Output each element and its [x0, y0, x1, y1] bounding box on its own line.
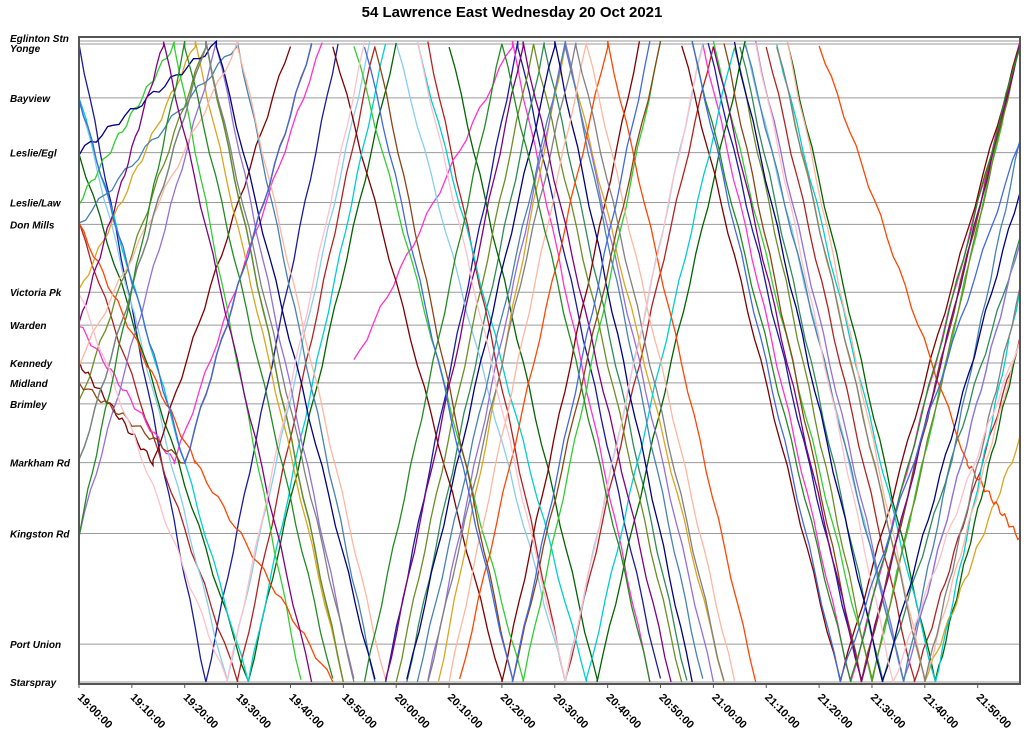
vehicle-trace — [78, 42, 366, 683]
stop-label: Yonge — [10, 44, 41, 55]
vehicle-trace — [78, 39, 376, 680]
vehicle-trace — [755, 40, 1021, 683]
vehicle-trace — [776, 47, 1021, 683]
vehicle-trace — [353, 41, 662, 683]
x-tick-label: 19:30:00 — [233, 692, 273, 732]
vehicle-trace — [395, 43, 683, 683]
stop-label: Kennedy — [10, 359, 53, 370]
vehicle-trace — [776, 46, 1021, 683]
stop-label: Victoria Pk — [10, 288, 62, 299]
vehicle-trace — [448, 40, 746, 683]
x-tick-label: 19:40:00 — [286, 692, 326, 732]
x-tick-label: 20:40:00 — [604, 692, 644, 732]
stop-label: Bayview — [10, 94, 51, 105]
stop-label: Kingston Rd — [10, 529, 70, 540]
x-tick-label: 21:50:00 — [974, 692, 1014, 732]
stop-label: Port Union — [10, 640, 61, 651]
x-tick-labels: 19:00:00 19:10:00 19:20:00 19:30:00 19:40:00… — [75, 684, 1013, 731]
vehicle-trace — [332, 41, 641, 683]
vehicle-trace — [691, 40, 1021, 683]
stop-label: Don Mills — [10, 220, 55, 231]
vehicle-trace — [78, 46, 292, 468]
vehicle-trace — [78, 42, 313, 464]
x-tick-label: 19:10:00 — [128, 692, 168, 732]
stop-label: Warden — [10, 321, 47, 332]
vehicle-trace — [363, 40, 651, 683]
vehicle-trace — [78, 40, 334, 679]
vehicle-trace — [78, 40, 387, 680]
vehicle-trace — [78, 41, 313, 683]
vehicle-trace — [384, 41, 672, 683]
vehicle-trace — [78, 46, 376, 683]
vehicle-trace — [458, 40, 757, 683]
vehicle-trace — [691, 42, 1021, 683]
stop-label: Eglinton Stn — [10, 34, 69, 45]
x-tick-label: 19:00:00 — [75, 692, 115, 732]
vehicle-trace — [712, 40, 1021, 683]
vehicle-trace — [78, 40, 355, 683]
vehicle-trace — [818, 45, 1021, 541]
vehicle-trace — [733, 41, 1021, 683]
stop-label: Leslie/Egl — [10, 149, 57, 160]
x-tick-label: 21:00:00 — [709, 692, 749, 732]
vehicle-trace — [78, 41, 302, 680]
vehicle-trace — [416, 40, 704, 683]
vehicle-trace — [744, 44, 1021, 683]
vehicle-trace — [78, 43, 339, 683]
vehicle-trace — [78, 222, 334, 683]
vehicle-trace — [78, 42, 323, 465]
vehicle-trace — [78, 40, 371, 683]
vehicle-trace — [416, 40, 736, 683]
stop-label: Markham Rd — [10, 459, 71, 470]
x-tick-label: 21:10:00 — [762, 692, 802, 732]
stop-label: Brimley — [10, 400, 47, 411]
series-lines — [78, 39, 1021, 683]
vehicle-trace — [427, 42, 725, 683]
vehicle-trace — [712, 41, 1021, 683]
vehicle-trace — [406, 41, 693, 683]
vehicle-trace — [78, 40, 344, 683]
stop-label: Leslie/Law — [10, 198, 62, 209]
vehicle-trace — [755, 43, 1021, 683]
vehicle-trace — [353, 40, 651, 683]
vehicle-trace — [776, 44, 1021, 683]
x-tick-label: 20:30:00 — [551, 692, 591, 732]
vehicle-trace — [406, 42, 688, 683]
chart-title: 54 Lawrence East Wednesday 20 Oct 2021 — [361, 4, 663, 21]
vehicle-trace — [363, 43, 651, 683]
x-tick-label: 20:50:00 — [656, 692, 696, 732]
x-tick-label: 20:00:00 — [392, 692, 432, 732]
vehicle-trace — [78, 40, 344, 683]
stop-label: Starspray — [10, 678, 57, 689]
vehicle-trace — [448, 42, 736, 683]
x-tick-label: 19:20:00 — [181, 692, 221, 732]
plot-frame — [78, 36, 1021, 685]
x-tick-label: 21:30:00 — [868, 692, 908, 732]
x-tick-label: 20:20:00 — [498, 692, 538, 732]
x-tick-label: 21:40:00 — [921, 692, 961, 732]
stop-label: Midland — [10, 379, 49, 390]
x-tick-label: 21:20:00 — [815, 692, 855, 732]
vehicle-trace — [416, 40, 704, 683]
vehicle-trace — [78, 40, 344, 683]
vehicle-trace — [78, 44, 313, 464]
x-tick-label: 20:10:00 — [445, 692, 485, 732]
vehicle-trace — [733, 40, 1021, 683]
vehicle-trace — [786, 40, 1021, 683]
x-tick-label: 19:50:00 — [339, 692, 379, 732]
